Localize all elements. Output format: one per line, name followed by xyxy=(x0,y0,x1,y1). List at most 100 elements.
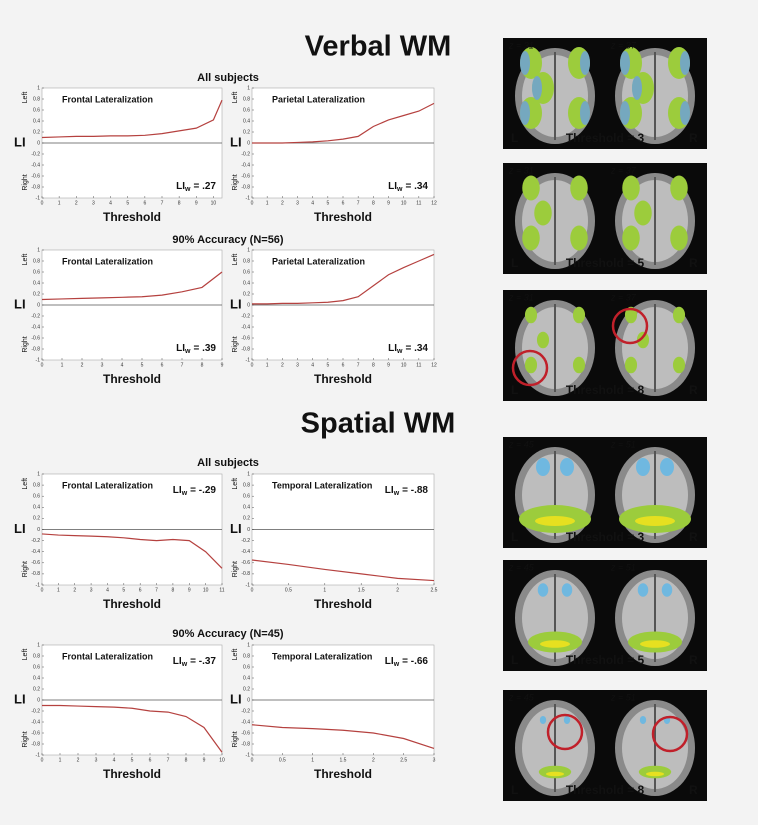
x-tick-label: 4 xyxy=(311,362,314,368)
x-tick-label: 8 xyxy=(172,587,175,593)
x-tick-label: 10 xyxy=(401,362,407,368)
y-tick-label: -0.6 xyxy=(31,730,40,736)
annotation-sub: w xyxy=(184,348,191,355)
x-tick-label: 6 xyxy=(139,587,142,593)
x-tick-label: 3 xyxy=(296,362,299,368)
subheading: 90% Accuracy (N=45) xyxy=(172,628,284,640)
y-tick-label: 0.8 xyxy=(243,96,250,102)
threshold-label: Threshold = 5 xyxy=(566,653,645,667)
slice-label: z = 37 xyxy=(610,165,637,175)
threshold-label: Threshold = 3 xyxy=(566,530,645,544)
x-tick-label: 2 xyxy=(372,757,375,763)
slice-label: z = 31 xyxy=(508,292,534,302)
x-tick-label: 10 xyxy=(211,200,217,206)
x-tick-label: 1 xyxy=(311,757,314,763)
annotation-sub: w xyxy=(396,186,403,193)
y-tick-label: 0.2 xyxy=(243,129,250,135)
y-tick-label: -0.4 xyxy=(31,719,40,725)
x-tick-label: 7 xyxy=(155,587,158,593)
y-tick-label: -0.8 xyxy=(241,346,250,352)
x-tick-label: 2 xyxy=(75,200,78,206)
x-tick-label: 3 xyxy=(90,587,93,593)
annotation: LIw= .27 xyxy=(176,181,216,193)
annotation-value: = .39 xyxy=(193,343,216,354)
x-tick-label: 5 xyxy=(326,362,329,368)
y-tick-label: 0.8 xyxy=(33,96,40,102)
annotation-sub: w xyxy=(393,490,400,497)
activation xyxy=(570,176,588,201)
y-tick-label: -0.4 xyxy=(31,324,40,330)
y-tick-label: -0.2 xyxy=(241,313,250,319)
x-tick-label: 9 xyxy=(188,587,191,593)
y-side-label: Left xyxy=(22,254,29,266)
y-tick-label: 1 xyxy=(247,642,250,648)
activation xyxy=(622,176,640,201)
chart-title: Temporal Lateralization xyxy=(272,651,372,661)
activation xyxy=(622,226,640,251)
y-tick-label: -0.6 xyxy=(241,560,250,566)
activation xyxy=(673,357,685,374)
activation xyxy=(573,307,585,324)
annotation: LIw= -.37 xyxy=(173,656,217,668)
activation xyxy=(564,716,570,724)
activation xyxy=(660,458,674,476)
x-tick-label: 1 xyxy=(266,362,269,368)
activation xyxy=(670,226,688,251)
annotation-main: LI xyxy=(385,485,394,496)
activation xyxy=(662,583,673,597)
x-tick-label: 4 xyxy=(121,362,124,368)
y-tick-label: -0.8 xyxy=(241,741,250,747)
y-axis-label: LI xyxy=(14,296,26,311)
side-label: L xyxy=(511,383,518,397)
threshold-label: Threshold = 5 xyxy=(566,256,645,270)
x-tick-label: 0 xyxy=(41,587,44,593)
x-tick-label: 8 xyxy=(201,362,204,368)
activation xyxy=(546,772,564,777)
x-tick-label: 7 xyxy=(357,200,360,206)
side-label: R xyxy=(689,783,698,797)
y-tick-label: 0.8 xyxy=(243,258,250,264)
x-tick-label: 2 xyxy=(77,757,80,763)
x-tick-label: 0 xyxy=(41,757,44,763)
x-tick-label: 3 xyxy=(95,757,98,763)
section-heading: Verbal WM xyxy=(305,31,452,63)
y-axis-label: LI xyxy=(230,296,242,311)
x-tick-label: 0.5 xyxy=(279,757,286,763)
y-tick-label: 0.6 xyxy=(243,664,250,670)
y-tick-label: 0.4 xyxy=(33,280,40,286)
y-tick-label: -0.6 xyxy=(31,335,40,341)
y-axis-label: LI xyxy=(230,134,242,149)
annotation-value: = .34 xyxy=(405,343,428,354)
side-label: L xyxy=(511,256,518,270)
y-tick-label: 0.8 xyxy=(243,482,250,488)
x-tick-label: 1 xyxy=(266,200,269,206)
y-tick-label: 0.6 xyxy=(243,269,250,275)
activation xyxy=(680,51,690,75)
y-tick-label: -1 xyxy=(246,752,251,758)
activation xyxy=(625,357,637,374)
y-tick-label: 0.8 xyxy=(243,653,250,659)
x-tick-label: 7 xyxy=(161,200,164,206)
x-tick-label: 9 xyxy=(387,200,390,206)
x-tick-label: 7 xyxy=(181,362,184,368)
y-tick-label: 0 xyxy=(247,302,250,308)
activation xyxy=(640,716,646,724)
activation xyxy=(520,101,530,125)
activation xyxy=(522,226,540,251)
x-axis-label: Threshold xyxy=(103,597,161,611)
x-tick-label: 10 xyxy=(401,200,407,206)
y-tick-label: -0.4 xyxy=(31,549,40,555)
x-tick-label: 6 xyxy=(161,362,164,368)
chart-title: Temporal Lateralization xyxy=(272,480,372,490)
annotation-sub: w xyxy=(181,661,188,668)
y-tick-label: 0.6 xyxy=(33,269,40,275)
annotation-value: = -.29 xyxy=(190,485,216,496)
x-tick-label: 6 xyxy=(342,362,345,368)
x-tick-label: 0 xyxy=(41,200,44,206)
x-tick-label: 3 xyxy=(433,757,436,763)
x-tick-label: 2 xyxy=(281,362,284,368)
x-tick-label: 3 xyxy=(296,200,299,206)
y-tick-label: 0 xyxy=(37,302,40,308)
y-tick-label: 1 xyxy=(37,471,40,477)
y-tick-label: -0.6 xyxy=(241,173,250,179)
